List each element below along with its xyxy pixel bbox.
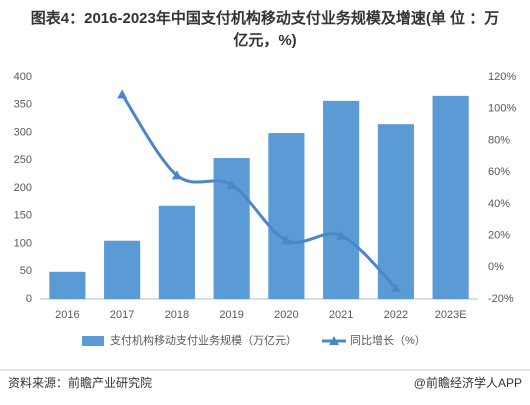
line-marker bbox=[336, 230, 347, 240]
x-tick-label: 2017 bbox=[110, 309, 134, 321]
line-marker bbox=[390, 282, 401, 292]
y2-tick-label: 120% bbox=[488, 71, 516, 83]
y2-tick-label: 100% bbox=[488, 103, 516, 115]
x-tick-label: 2020 bbox=[274, 309, 298, 321]
y2-tick-label: 0% bbox=[488, 261, 504, 273]
y-tick-label: 100 bbox=[14, 237, 32, 249]
bar bbox=[323, 100, 360, 300]
line-marker bbox=[117, 89, 128, 99]
line-marker bbox=[226, 179, 237, 189]
y-tick-label: 50 bbox=[20, 265, 32, 277]
y2-tick-label: 80% bbox=[488, 134, 510, 146]
source: 资料来源：前瞻产业研究院 bbox=[8, 375, 152, 390]
x-tick-label: 2019 bbox=[219, 309, 243, 321]
y2-tick-label: 40% bbox=[488, 198, 510, 210]
legend-swatch bbox=[82, 336, 104, 346]
legend-label: 同比增长（%） bbox=[350, 333, 426, 347]
line-marker bbox=[281, 235, 292, 245]
bar bbox=[104, 240, 141, 299]
chart-title: 图表4：2016-2023年中国支付机构移动支付业务规模及增速(单 位 ：万亿元… bbox=[30, 10, 500, 49]
x-tick-label: 2018 bbox=[165, 309, 189, 321]
legend-swatch bbox=[329, 336, 339, 345]
y-tick-label: 200 bbox=[14, 182, 32, 194]
bar bbox=[377, 124, 414, 299]
bar bbox=[432, 95, 469, 300]
x-tick-label: 2022 bbox=[384, 309, 408, 321]
y-tick-label: 400 bbox=[14, 71, 32, 83]
y2-tick-label: -20% bbox=[488, 293, 514, 305]
line-marker bbox=[171, 170, 182, 180]
credit: @前瞻经济学人APP bbox=[414, 375, 522, 390]
bar bbox=[213, 158, 250, 299]
legend-label: 支付机构移动支付业务规模（万亿元） bbox=[110, 333, 297, 347]
x-tick-label: 2016 bbox=[55, 309, 79, 321]
y2-tick-label: 60% bbox=[488, 166, 510, 178]
y2-tick-label: 20% bbox=[488, 229, 510, 241]
x-tick-label: 2021 bbox=[329, 309, 353, 321]
y-tick-label: 250 bbox=[14, 154, 32, 166]
bar bbox=[158, 205, 195, 299]
y-tick-label: 350 bbox=[14, 99, 32, 111]
bar bbox=[268, 133, 305, 299]
y-tick-label: 300 bbox=[14, 126, 32, 138]
y-tick-label: 150 bbox=[14, 210, 32, 222]
x-tick-label: 2023E bbox=[435, 309, 467, 321]
y-tick-label: 0 bbox=[26, 293, 32, 305]
bar bbox=[49, 271, 86, 299]
